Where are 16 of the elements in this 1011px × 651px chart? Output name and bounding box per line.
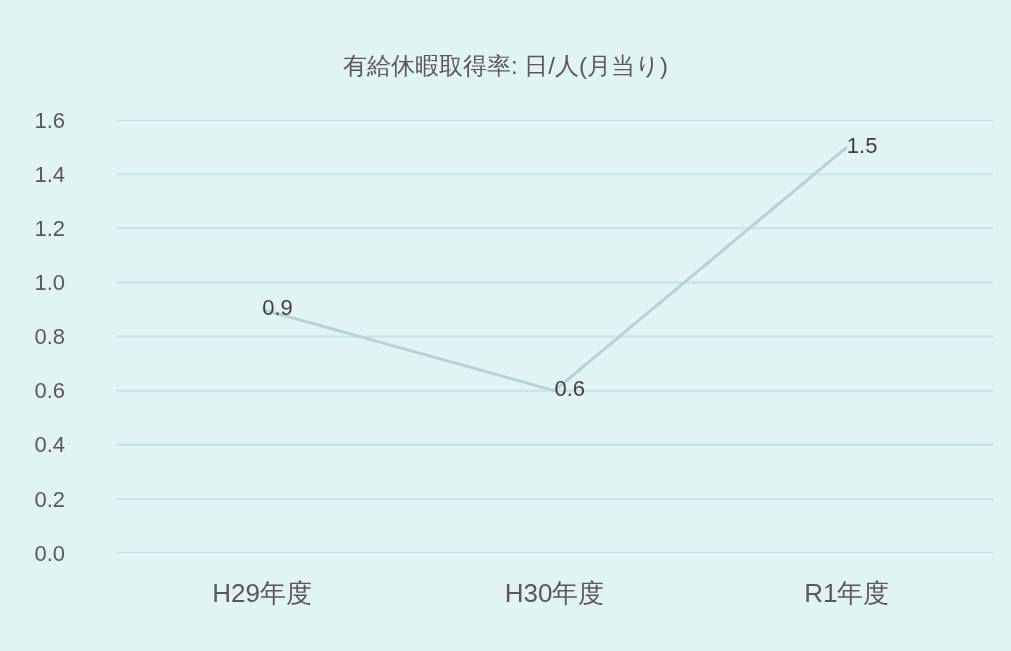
- y-tick-label: 0.2: [34, 486, 65, 512]
- y-tick-label: 0.0: [34, 540, 65, 566]
- chart-title: 有給休暇取得率: 日/人(月当り): [343, 51, 668, 79]
- x-tick-label: H30年度: [504, 578, 605, 608]
- data-label: 0.6: [554, 376, 586, 402]
- data-label: 1.5: [846, 132, 878, 158]
- y-tick-label: 1.4: [34, 161, 65, 187]
- y-tick-label: 1.2: [34, 215, 65, 241]
- y-tick-label: 0.4: [34, 432, 65, 458]
- y-tick-label: 1.0: [34, 270, 65, 296]
- y-tick-label: 0.8: [34, 324, 65, 350]
- y-tick-label: 1.6: [34, 107, 65, 133]
- x-tick-label: H29年度: [212, 578, 313, 608]
- y-tick-label: 0.6: [34, 378, 65, 404]
- data-label: 0.9: [262, 294, 293, 320]
- x-tick-label: R1年度: [804, 578, 890, 608]
